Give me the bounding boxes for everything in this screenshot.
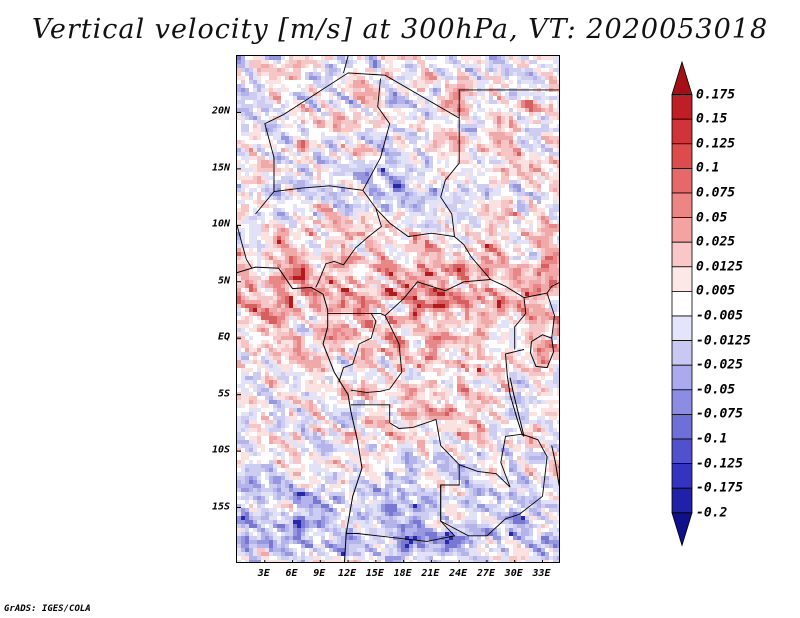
colorbar-tick-label: 0.125	[696, 136, 736, 152]
country-border	[350, 315, 403, 393]
coastline	[237, 266, 363, 562]
lon-tick-label: 21E	[421, 568, 440, 579]
country-border	[458, 89, 559, 119]
colorbar-tick-label: 0.175	[696, 87, 736, 103]
lake-victoria	[529, 334, 555, 369]
lon-tick-label: 30E	[504, 568, 523, 579]
colorbar-segment	[671, 315, 693, 342]
map-panel[interactable]	[236, 55, 560, 563]
lat-tick-label: 10S	[211, 444, 230, 456]
country-border	[362, 78, 391, 191]
country-border	[546, 292, 555, 339]
colorbar-segment	[671, 168, 693, 194]
lon-tick-label: 27E	[476, 568, 495, 579]
colorbar-tick-label: 0.15	[696, 111, 728, 127]
country-border	[343, 56, 349, 74]
lon-tick-label: 15E	[365, 568, 384, 579]
lon-tick-label: 9E	[313, 568, 326, 579]
lake-malawi	[551, 445, 559, 487]
colorbar-segment	[671, 118, 693, 145]
lon-tick-label: 3E	[257, 568, 270, 579]
country-border	[440, 433, 548, 537]
lat-tick-label: 15S	[211, 501, 230, 513]
lat-tick-label: 5N	[217, 275, 230, 287]
colorbar-tick-label: 0.05	[696, 210, 728, 226]
colorbar-segment	[671, 192, 693, 219]
colorbar-segment	[671, 290, 693, 317]
colorbar-tick-label: -0.175	[696, 480, 743, 496]
colorbar-segment	[671, 266, 693, 292]
colorbar-segment	[671, 413, 693, 440]
lake-tanganyika	[506, 375, 525, 437]
lat-tick-label: 15N	[211, 162, 230, 174]
colorbar-segment	[671, 340, 693, 366]
lat-tick-label: 5S	[217, 388, 230, 400]
velocity-field	[237, 56, 559, 562]
lat-tick-label: EQ	[217, 331, 230, 343]
colorbar	[671, 60, 693, 547]
colorbar-segment	[671, 463, 693, 489]
colorbar-tick-label: -0.1	[696, 431, 728, 447]
country-border	[514, 297, 527, 350]
colorbar-tick-label: -0.2	[696, 505, 728, 521]
vertical-velocity-field-map[interactable]	[237, 56, 560, 563]
colorbar-tick-label: 0.1	[696, 160, 720, 176]
colorbar-segment	[671, 241, 693, 268]
colorbar-segment	[671, 389, 693, 415]
colorbar-segment	[671, 143, 693, 169]
colorbar-segment	[671, 487, 693, 514]
country-border	[371, 279, 491, 317]
lon-tick-label: 6E	[285, 568, 298, 579]
colorbar-segment	[671, 94, 693, 120]
colorbar-segment	[671, 512, 693, 547]
colorbar-segment	[671, 60, 693, 95]
lon-tick-label: 24E	[449, 568, 468, 579]
colorbar-segment	[671, 438, 693, 465]
country-border	[264, 72, 460, 237]
colorbar-tick-label: -0.005	[696, 308, 743, 324]
colorbar-tick-label: 0.005	[696, 283, 736, 299]
colorbar-tick-label: 0.075	[696, 185, 736, 201]
lon-tick-label: 33E	[532, 568, 551, 579]
country-border	[459, 433, 523, 488]
colorbar-tick-label: -0.05	[696, 382, 736, 398]
country-border	[237, 225, 253, 269]
grads-credit: GrADS: IGES/COLA	[4, 604, 91, 614]
lat-tick-label: 10N	[211, 218, 230, 230]
lon-tick-label: 18E	[393, 568, 412, 579]
colorbar-tick-label: 0.0125	[696, 259, 743, 275]
colorbar-tick-label: -0.125	[696, 456, 743, 472]
lat-tick-label: 20N	[211, 105, 230, 117]
colorbar-segment	[671, 364, 693, 391]
colorbar-segment	[671, 217, 693, 243]
colorbar-tick-label: -0.0125	[696, 333, 751, 349]
colorbar-tick-label: -0.075	[696, 406, 743, 422]
country-border	[375, 208, 559, 299]
colorbar-tick-label: 0.025	[696, 234, 736, 250]
country-border	[327, 312, 377, 383]
country-border	[558, 464, 559, 468]
country-border	[505, 349, 525, 376]
lon-tick-label: 12E	[338, 568, 357, 579]
map-title: Vertical velocity [m/s] at 300hPa, VT: 2…	[31, 14, 769, 45]
country-border	[255, 185, 382, 288]
colorbar-tick-label: -0.025	[696, 357, 743, 373]
